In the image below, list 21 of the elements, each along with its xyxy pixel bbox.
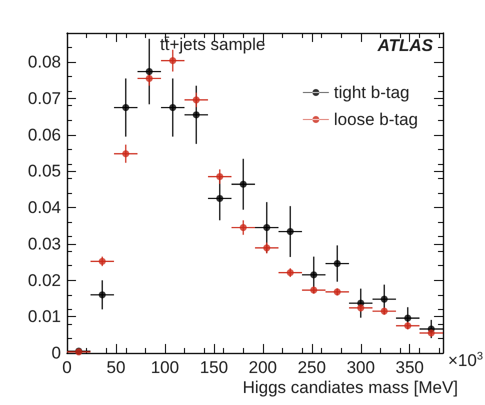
x-tick-label: 200: [248, 358, 278, 377]
x-tick-label: 350: [396, 358, 424, 377]
y-tick-label: 0.03: [28, 234, 61, 254]
annotation: tt̄+jets sample: [160, 35, 266, 54]
x-tick-label: 250: [298, 358, 326, 377]
y-tick-label: 0.02: [28, 270, 61, 290]
legend-label: tight b-tag: [334, 83, 410, 102]
annotation: ATLAS: [376, 36, 434, 55]
x-tick-label: 100: [150, 358, 180, 377]
y-tick-label: 0: [52, 344, 61, 362]
y-tick-label: 0.06: [28, 125, 61, 144]
y-tick-label: 0.08: [28, 52, 61, 72]
y-tick-label: 0.04: [28, 198, 61, 218]
y-tick-label: 0.07: [28, 88, 61, 108]
x-axis-title: Higgs candiates mass [MeV]: [242, 378, 458, 397]
x-tick-label: 300: [346, 358, 375, 377]
y-tick-label: 0.01: [28, 307, 61, 326]
x-tick-label: 150: [200, 358, 228, 377]
y-tick-label: 0.05: [28, 162, 61, 181]
legend-label: loose b-tag: [334, 110, 418, 129]
x-tick-label: 50: [106, 358, 126, 377]
